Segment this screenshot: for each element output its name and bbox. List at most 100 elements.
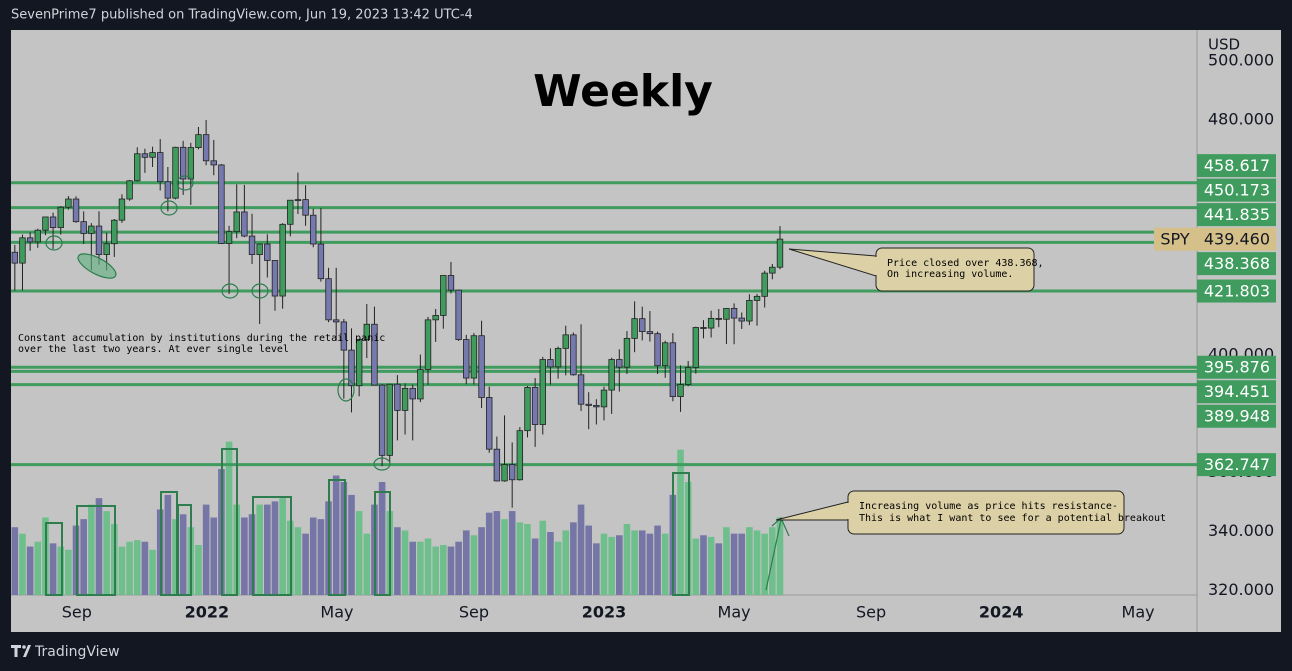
candle-body (394, 383, 401, 411)
volume-bar (570, 522, 577, 595)
volume-bar (585, 525, 592, 595)
volume-bar (179, 514, 187, 595)
level-label: 450.173 (1204, 181, 1270, 200)
candle-body (256, 243, 263, 255)
volume-bar (646, 533, 654, 595)
volume-bar (210, 517, 218, 595)
candle-body (279, 223, 286, 297)
level-label: 438.368 (1204, 254, 1270, 273)
candle-body (753, 295, 761, 301)
ellipse-marker (251, 283, 269, 299)
candle-body (26, 237, 34, 243)
volume-bar (524, 523, 531, 595)
level-label: 389.948 (1204, 407, 1270, 426)
candle-body (769, 266, 776, 274)
candle-body (700, 327, 707, 329)
volume-bar (455, 541, 462, 595)
chart-panel (11, 30, 1281, 632)
candle-body (447, 275, 455, 291)
callout-text: Price closed over 438.368, (887, 258, 1044, 269)
footer (0, 632, 1292, 671)
volume-bar (309, 517, 317, 595)
volume-bar (294, 527, 302, 595)
volume-bar (164, 494, 172, 595)
header-text: SevenPrime7 published on TradingView.com… (11, 8, 473, 23)
y-tick-label: 480.000 (1208, 109, 1274, 128)
candle-body (225, 231, 233, 244)
level-label-box (1197, 279, 1276, 303)
volume-bar (264, 504, 271, 595)
brand[interactable]: TradingView (34, 644, 120, 660)
volume-bar (241, 517, 248, 595)
logo-dot (22, 645, 26, 649)
candle-body (677, 384, 684, 397)
candle-body (455, 289, 462, 340)
volume-bar (692, 538, 700, 595)
callout: Increasing volume as price hits resistan… (775, 490, 1166, 535)
candle-body (317, 243, 325, 280)
candle-body (493, 448, 501, 482)
candle-body (570, 334, 577, 376)
volume-bar (49, 543, 57, 595)
candle-body (141, 153, 149, 158)
candle-body (524, 387, 531, 432)
candle-body (88, 225, 95, 234)
candle-body (264, 243, 271, 261)
volume-highlight (252, 496, 292, 596)
volume-bar (363, 533, 371, 595)
candle-body (616, 359, 623, 368)
ellipse-marker (176, 175, 194, 191)
volume-highlight (374, 491, 391, 596)
volume-bar (378, 482, 386, 595)
volume-bar (172, 519, 179, 595)
arrow (765, 517, 790, 591)
volume-bar (478, 527, 485, 595)
y-tick-label: 320.000 (1208, 580, 1274, 599)
volume-bar (317, 519, 325, 595)
volume-bar (401, 530, 409, 595)
candle-body (386, 383, 393, 456)
volume-bar (417, 541, 424, 595)
volume-bar (738, 533, 746, 595)
candle-body (340, 321, 348, 351)
volume-bar (761, 533, 768, 595)
candle-body (554, 347, 562, 368)
candle-body (562, 334, 569, 349)
ellipse-marker (45, 235, 63, 251)
candle-body (761, 272, 768, 297)
y-tick-label: 340.000 (1208, 521, 1274, 540)
candle-body (195, 134, 202, 148)
candle-body (738, 317, 745, 322)
candle-body (593, 404, 600, 408)
candle-body (623, 337, 631, 368)
volume-bar (554, 541, 562, 595)
candle-body (371, 323, 378, 386)
volume-bar (26, 546, 34, 595)
volume-bar (57, 546, 65, 595)
volume-bar (623, 523, 631, 595)
candle-body (57, 206, 64, 228)
volume-bar (141, 541, 149, 595)
level-label: 362.747 (1204, 455, 1270, 474)
volume-bar (608, 536, 615, 595)
ellipse-marker (77, 253, 117, 279)
candle-body (776, 238, 784, 268)
x-tick-label: May (320, 603, 353, 622)
candle-body (463, 339, 470, 379)
candle-body (478, 335, 485, 398)
level-label: 441.835 (1204, 205, 1270, 224)
volume-bar (440, 544, 447, 595)
level-label-box (1197, 252, 1276, 276)
volume-bar (149, 549, 156, 595)
callout-text: On increasing volume. (887, 269, 1013, 280)
levels-layer (11, 181, 1197, 467)
volume-highlight (76, 505, 116, 596)
ellipse-marker (160, 200, 178, 216)
level-label: 421.803 (1204, 282, 1270, 301)
chart-title: Weekly (533, 66, 713, 117)
last-price-box (1197, 227, 1276, 251)
volume-highlight (672, 472, 690, 596)
level-label-box (1197, 355, 1276, 379)
x-tick-label: May (1122, 603, 1155, 622)
